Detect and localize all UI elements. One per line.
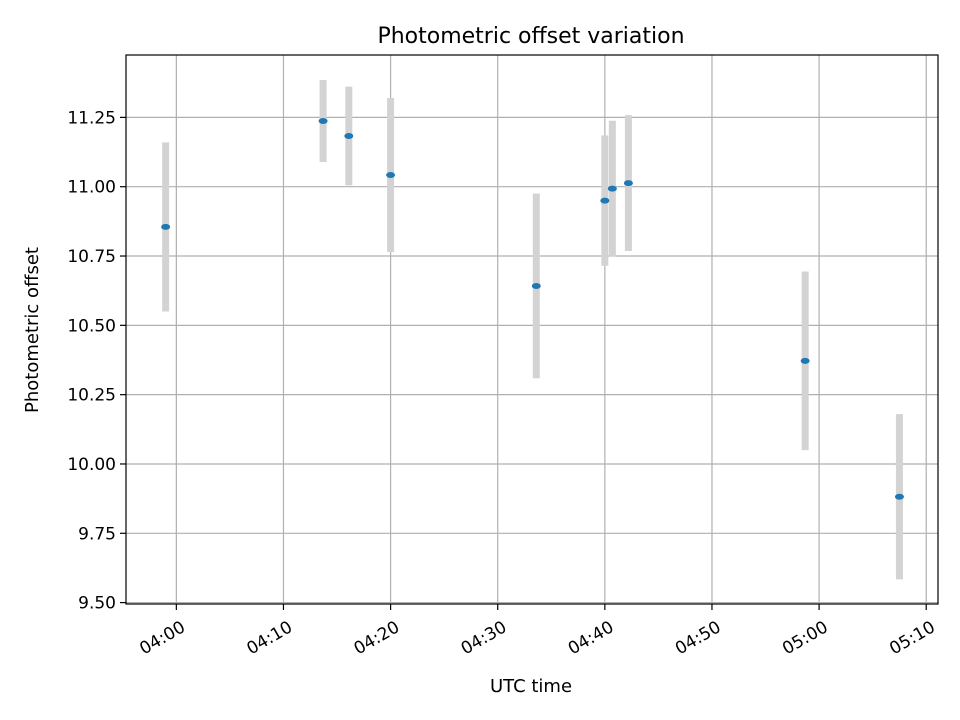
y-tick-label: 9.75 bbox=[78, 524, 116, 544]
x-tick-label: 04:30 bbox=[458, 617, 510, 659]
y-tick-label: 10.50 bbox=[67, 316, 116, 336]
data-point bbox=[161, 223, 171, 230]
y-tick-label: 9.50 bbox=[78, 594, 116, 614]
x-tick-label: 04:00 bbox=[136, 617, 188, 659]
data-point bbox=[623, 180, 633, 187]
x-tick-label: 05:00 bbox=[779, 617, 831, 659]
data-point bbox=[800, 357, 810, 364]
data-point bbox=[894, 493, 904, 500]
data-point bbox=[531, 282, 541, 289]
y-tick-label: 10.25 bbox=[67, 386, 116, 406]
data-point bbox=[344, 132, 354, 139]
data-series bbox=[161, 79, 904, 580]
x-tick-label: 04:50 bbox=[672, 617, 724, 659]
x-axis-label: UTC time bbox=[490, 676, 572, 697]
plot-frame bbox=[125, 54, 939, 605]
x-tick-label: 04:10 bbox=[244, 617, 296, 659]
y-tick-label: 10.75 bbox=[67, 247, 116, 267]
y-tick-label: 10.00 bbox=[67, 455, 116, 475]
grid bbox=[126, 55, 938, 604]
data-point bbox=[318, 117, 328, 124]
x-tick-label: 04:40 bbox=[565, 617, 617, 659]
chart-title: Photometric offset variation bbox=[377, 24, 684, 49]
data-point bbox=[600, 197, 610, 204]
y-tick-label: 11.00 bbox=[67, 178, 116, 198]
y-axis-label: Photometric offset bbox=[22, 247, 43, 413]
x-tick-label: 05:10 bbox=[886, 617, 938, 659]
data-point bbox=[386, 172, 396, 179]
data-point bbox=[607, 185, 617, 192]
x-tick-label: 04:20 bbox=[351, 617, 403, 659]
y-tick-label: 11.25 bbox=[67, 108, 116, 128]
